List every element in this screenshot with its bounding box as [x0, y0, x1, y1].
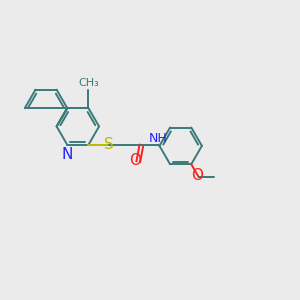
Text: S: S [104, 137, 113, 152]
Text: O: O [129, 153, 141, 168]
Text: CH₃: CH₃ [78, 78, 99, 88]
Text: NH: NH [149, 132, 168, 145]
Text: O: O [191, 168, 203, 183]
Text: N: N [61, 147, 73, 162]
